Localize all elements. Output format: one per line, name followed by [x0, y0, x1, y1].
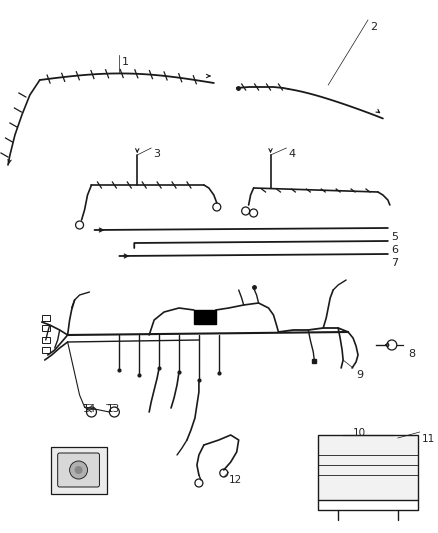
Text: 6: 6 [391, 245, 398, 255]
Text: 5: 5 [391, 232, 398, 242]
Text: 9: 9 [356, 370, 363, 380]
Text: 14: 14 [82, 404, 96, 414]
Bar [194, 310, 216, 324]
Bar [42, 347, 50, 353]
Bar [42, 325, 50, 331]
Text: 2: 2 [370, 22, 377, 32]
Circle shape [70, 461, 88, 479]
Circle shape [74, 466, 82, 474]
FancyBboxPatch shape [58, 453, 99, 487]
Text: 7: 7 [391, 258, 398, 268]
Text: 10: 10 [353, 428, 366, 438]
Text: 12: 12 [229, 475, 242, 485]
Text: 3: 3 [153, 149, 160, 159]
FancyBboxPatch shape [51, 447, 107, 494]
Text: 13: 13 [106, 404, 120, 414]
Text: 11: 11 [422, 434, 435, 444]
Text: 1: 1 [122, 57, 129, 67]
Text: 8: 8 [408, 349, 415, 359]
Bar [42, 337, 50, 343]
Bar [318, 435, 418, 500]
Text: 4: 4 [288, 149, 296, 159]
Bar [42, 315, 50, 321]
